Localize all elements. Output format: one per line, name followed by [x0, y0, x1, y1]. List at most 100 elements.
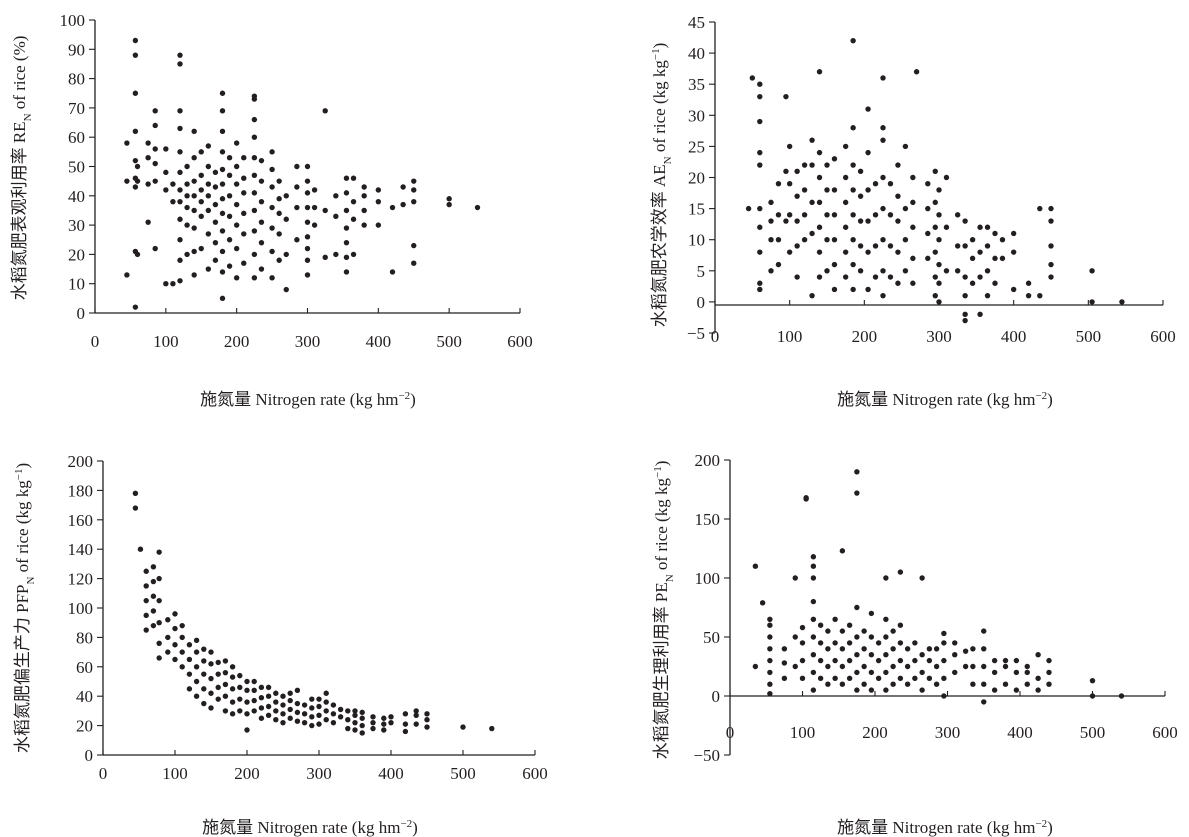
data-point [839, 628, 846, 634]
data-point [865, 249, 871, 255]
data-point [229, 711, 236, 717]
data-point [1048, 205, 1054, 212]
data-point [861, 628, 867, 634]
data-point [258, 705, 265, 711]
data-point [792, 575, 798, 581]
data-point [941, 657, 947, 664]
data-point [902, 268, 909, 274]
data-point [865, 218, 871, 224]
data-point [193, 693, 200, 699]
data-point [842, 274, 849, 280]
data-point [850, 187, 856, 193]
data-point [152, 178, 158, 184]
data-point [792, 663, 798, 670]
data-point [333, 213, 339, 220]
x-tick-label: 300 [935, 723, 961, 742]
data-point [861, 681, 867, 687]
data-point [1013, 669, 1020, 676]
data-point [768, 218, 774, 224]
data-point [767, 634, 773, 640]
data-point [179, 622, 185, 629]
data-point [910, 174, 916, 181]
data-point [301, 711, 308, 717]
data-point [872, 212, 879, 218]
data-point [294, 204, 300, 211]
data-point [309, 714, 315, 720]
data-point [749, 75, 756, 81]
data-point [251, 93, 258, 99]
data-point [241, 260, 247, 266]
data-point [241, 155, 247, 161]
data-point [359, 715, 365, 721]
data-point [208, 649, 214, 655]
data-point [237, 696, 243, 702]
data-point [1046, 669, 1052, 676]
data-point [184, 204, 190, 211]
data-point [186, 642, 193, 648]
data-point [226, 172, 233, 178]
data-point [1048, 261, 1054, 268]
data-point [222, 669, 229, 676]
data-point [902, 143, 909, 150]
data-point [872, 181, 879, 187]
data-point [258, 178, 265, 184]
data-point [193, 664, 200, 670]
data-point [883, 634, 889, 640]
data-point [424, 711, 430, 717]
data-point [936, 212, 942, 218]
data-point [152, 108, 158, 114]
data-point [177, 108, 183, 114]
data-point [810, 616, 817, 622]
data-point [208, 675, 214, 682]
data-point [294, 700, 301, 707]
y-tick-label: −50 [693, 746, 720, 765]
data-point [343, 225, 350, 231]
data-point [781, 660, 788, 666]
data-point [233, 222, 240, 228]
data-point [269, 225, 275, 231]
data-point [857, 243, 864, 249]
x-tick-label: 500 [1080, 723, 1106, 742]
data-point [850, 261, 856, 268]
data-point [333, 251, 339, 258]
data-point [981, 663, 987, 670]
data-point [992, 280, 998, 286]
data-point [124, 140, 130, 146]
data-point [237, 708, 243, 714]
data-point [273, 690, 279, 696]
data-point [184, 163, 190, 170]
data-point [962, 243, 968, 249]
data-point [952, 669, 958, 676]
data-point [198, 187, 204, 193]
data-point [294, 163, 300, 170]
data-point [411, 242, 417, 249]
x-tick-label: 200 [234, 764, 260, 783]
data-point [854, 687, 860, 693]
data-point [880, 268, 886, 274]
data-point [767, 622, 773, 628]
data-point [177, 237, 183, 243]
data-point [767, 616, 773, 622]
data-point [375, 222, 382, 228]
data-point [932, 292, 938, 299]
y-tick-label: 30 [68, 216, 85, 235]
data-point [241, 190, 247, 196]
data-point [890, 681, 896, 687]
data-point [244, 711, 250, 717]
data-point [163, 169, 169, 176]
y-tick-label: 0 [697, 293, 706, 312]
data-point [832, 675, 838, 681]
data-point [936, 261, 942, 268]
data-point [912, 657, 918, 664]
data-point [132, 490, 139, 497]
data-point [381, 715, 387, 721]
data-point [781, 675, 788, 681]
data-point [219, 149, 226, 155]
data-point [361, 207, 367, 214]
data-point [201, 686, 207, 692]
data-point [824, 162, 830, 168]
data-point [233, 163, 240, 170]
y-axis-title: 水稻氮肥农学效率 AEN of rice (kg kg−1) [650, 43, 674, 328]
data-point [304, 245, 311, 252]
